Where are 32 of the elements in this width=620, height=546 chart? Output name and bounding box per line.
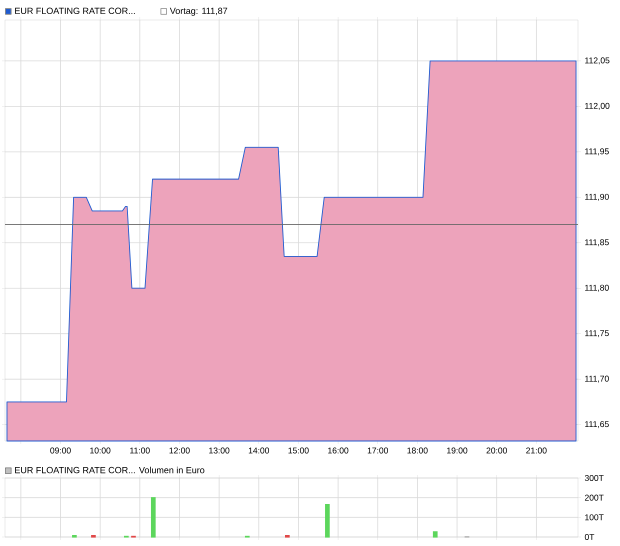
y-tick-label: 112,00 <box>585 102 610 110</box>
x-tick-label: 16:00 <box>328 448 348 454</box>
x-tick-label: 09:00 <box>50 448 71 454</box>
y-tick-label: 112,05 <box>585 57 610 64</box>
legend-label: Vortag: 111,87 <box>170 8 228 16</box>
bar <box>150 497 156 538</box>
x-tick-label: 21:00 <box>526 448 547 454</box>
x-tick-label: 18:00 <box>407 448 428 454</box>
legend-label: EUR FLOATING RATE COR... <box>15 8 135 14</box>
x-tick-label: 11:00 <box>130 448 150 454</box>
x-tick-label: 14:00 <box>248 448 270 454</box>
x-tick-label: 19:00 <box>447 448 468 454</box>
bar <box>325 504 330 538</box>
y-tick-label: 111,80 <box>585 284 609 292</box>
text: EUR FLOATING RATE COR... Volumen in Euro <box>15 466 204 474</box>
y-tick-label: 0T <box>584 534 594 540</box>
x-tick-label: 17:00 <box>368 448 388 454</box>
x-tick-label: 15:00 <box>288 448 309 454</box>
x-tick-label: 20:00 <box>486 448 507 454</box>
y-tick-label: 111,75 <box>585 330 609 338</box>
y-tick-label: 111,70 <box>585 376 609 383</box>
y-tick-label: 100T <box>585 514 604 520</box>
x-tick-label: 12:00 <box>170 448 190 454</box>
y-tick-label: 111,85 <box>585 239 609 246</box>
y-tick-label: 111,90 <box>585 194 609 201</box>
y-tick-label: 111,95 <box>585 148 609 156</box>
bar <box>432 531 438 538</box>
y-tick-label: 200T <box>584 494 604 501</box>
y-tick-label: 111,65 <box>585 421 609 428</box>
x-tick-label: 10:00 <box>90 448 110 454</box>
y-tick-label: 300T <box>584 475 604 481</box>
x-tick-label: 13:00 <box>209 448 230 454</box>
